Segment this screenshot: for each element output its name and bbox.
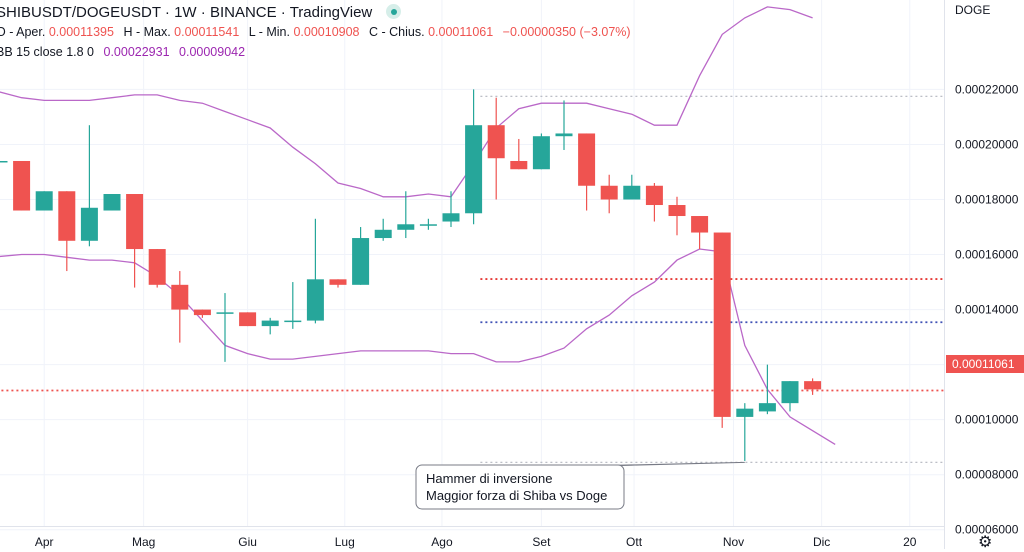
platform-label: TradingView [289, 4, 373, 21]
candle-body [578, 133, 596, 186]
low-label: L - Min. [248, 25, 290, 39]
y-tick-label: 0.00010000 [955, 413, 1019, 427]
symbol-name[interactable]: SHIBUSDT/DOGEUSDT [0, 4, 161, 21]
candle-body [532, 136, 550, 170]
candle-body [397, 224, 415, 230]
candle-body [555, 133, 573, 137]
bb-lower-line [0, 248, 836, 445]
y-tick-label: 0.00006000 [955, 523, 1019, 537]
y-tick-label: 0.00016000 [955, 248, 1019, 262]
candle-body [623, 185, 641, 200]
open-label: O - Aper. [0, 25, 46, 39]
separator: · [280, 4, 286, 21]
change-value: −0.00000350 (−3.07%) [502, 25, 631, 39]
candle-body [58, 191, 76, 241]
x-tick-label: Giu [238, 535, 257, 549]
last-price-tag: 0.00011061 [946, 355, 1024, 373]
x-tick-label: Lug [335, 535, 355, 549]
candle-body [216, 312, 234, 314]
x-tick-label: Ago [431, 535, 453, 549]
callout-text-line1: Hammer di inversione [426, 471, 552, 486]
candle-body [510, 160, 528, 170]
high-value: 0.00011541 [174, 25, 240, 39]
interval-label[interactable]: 1W [174, 4, 197, 21]
candle-body [193, 309, 211, 316]
candle-body [0, 160, 8, 163]
candle-body [103, 194, 121, 211]
x-tick-label: Dic [813, 535, 830, 549]
open-value: 0.00011395 [48, 25, 114, 39]
candle-body [261, 320, 279, 327]
candle-body [374, 229, 392, 239]
close-value: 0.00011061 [428, 25, 494, 39]
callout-box [415, 464, 625, 510]
candle-body [668, 205, 686, 217]
x-tick-label: Set [532, 535, 551, 549]
candle-body [736, 408, 754, 417]
candle-body [126, 194, 144, 250]
symbol-legend: SHIBUSDT/DOGEUSDT · 1W · BINANCE · Tradi… [0, 4, 402, 21]
low-value: 0.00010908 [293, 25, 360, 39]
candle-body [442, 213, 460, 222]
x-tick-label: Nov [723, 535, 744, 549]
candle-body [713, 232, 731, 417]
candle-body [13, 160, 31, 211]
price-axis-unit: DOGE [955, 3, 990, 17]
y-tick-label: 0.00014000 [955, 303, 1019, 317]
bollinger-legend[interactable]: BB 15 close 1.8 0 0.00022931 0.00009042 [0, 45, 245, 59]
ohlc-legend: O - Aper. 0.00011395 H - Max. 0.00011541… [0, 25, 631, 39]
candle-body [781, 381, 799, 404]
high-label: H - Max. [123, 25, 171, 39]
x-tick-label: Mag [132, 535, 155, 549]
y-tick-label: 0.00008000 [955, 468, 1019, 482]
candle-body [758, 403, 776, 412]
candle-body [645, 185, 663, 206]
separator: · [200, 4, 206, 21]
candle-body [35, 191, 53, 211]
y-tick-label: 0.00018000 [955, 193, 1019, 207]
candle-body [352, 238, 370, 285]
candle-body [487, 125, 505, 159]
bb-label: BB [0, 45, 13, 59]
exchange-label: BINANCE [209, 4, 277, 21]
candle-body [691, 216, 709, 233]
candle-body [239, 312, 257, 327]
bb-lower-value: 0.00009042 [179, 45, 246, 59]
candle-body [804, 381, 822, 390]
close-label: C - Chius. [369, 25, 425, 39]
x-tick-label: Ott [626, 535, 643, 549]
y-tick-label: 0.00022000 [955, 82, 1019, 96]
callout-pointer [605, 461, 745, 466]
bb-upper-value: 0.00022931 [103, 45, 170, 59]
candle-body [465, 125, 483, 214]
settings-gear-icon[interactable]: ⚙ [978, 534, 993, 551]
market-status-icon[interactable] [386, 4, 402, 19]
candle-body [284, 320, 302, 323]
x-tick-label: 20 [903, 535, 917, 549]
callout-text-line2: Maggior forza di Shiba vs Doge [426, 488, 607, 503]
y-tick-label: 0.00020000 [955, 137, 1019, 151]
candle-body [80, 207, 98, 241]
candle-body [306, 279, 324, 321]
candle-body [419, 224, 437, 226]
candle-body [600, 185, 618, 200]
candle-body [171, 284, 189, 310]
bb-params: 15 close 1.8 0 [16, 45, 95, 59]
candle-body [148, 249, 166, 285]
candle-body [329, 279, 347, 285]
x-tick-label: Apr [35, 535, 54, 549]
separator: · [164, 4, 170, 21]
